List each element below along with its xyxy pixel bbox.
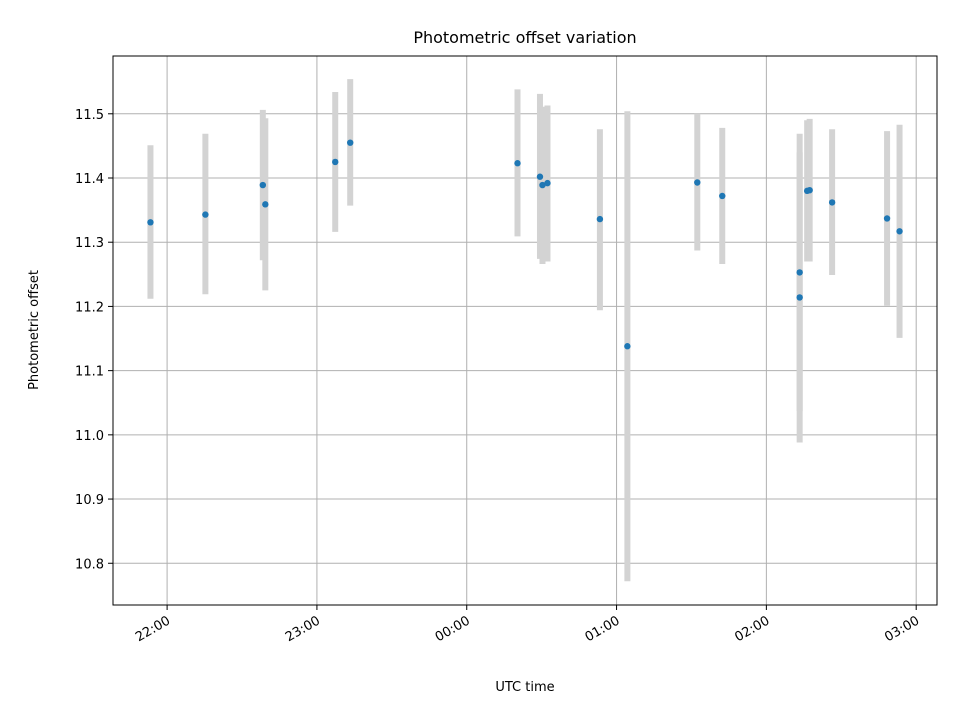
data-point: [347, 139, 354, 146]
y-axis: 10.8 10.9 11.0 11.1 11.2 11.3 11.4 11.5: [75, 108, 113, 572]
y-tick-label: 11.5: [75, 108, 104, 123]
y-tick-label: 10.8: [75, 557, 104, 572]
x-axis-label: UTC time: [495, 680, 554, 695]
data-point: [147, 219, 154, 226]
y-tick-label: 11.3: [75, 236, 104, 251]
data-point: [544, 179, 551, 187]
data-point: [514, 160, 521, 167]
y-axis-label: Photometric offset: [27, 270, 42, 390]
data-point: [536, 173, 544, 180]
data-point: [796, 269, 803, 276]
data-point: [828, 199, 836, 206]
data-point: [694, 179, 701, 186]
data-point: [259, 181, 267, 189]
y-tick-label: 11.1: [75, 365, 104, 380]
data-point: [806, 187, 813, 194]
data-point: [262, 201, 269, 208]
data-point: [883, 215, 891, 222]
y-tick-label: 11.0: [75, 429, 104, 444]
data-points: [147, 139, 903, 350]
y-tick-label: 11.2: [75, 300, 104, 315]
chart-title: Photometric offset variation: [413, 28, 636, 47]
y-tick-label: 11.4: [75, 172, 104, 187]
data-point: [539, 181, 546, 189]
data-point: [596, 215, 604, 223]
y-tick-label: 10.9: [75, 493, 104, 508]
data-point: [624, 343, 631, 350]
data-point: [202, 211, 209, 218]
data-point: [719, 192, 726, 200]
data-point: [896, 228, 903, 235]
data-point: [332, 158, 339, 166]
plot-frame: [112, 55, 938, 606]
data-point: [796, 294, 803, 301]
